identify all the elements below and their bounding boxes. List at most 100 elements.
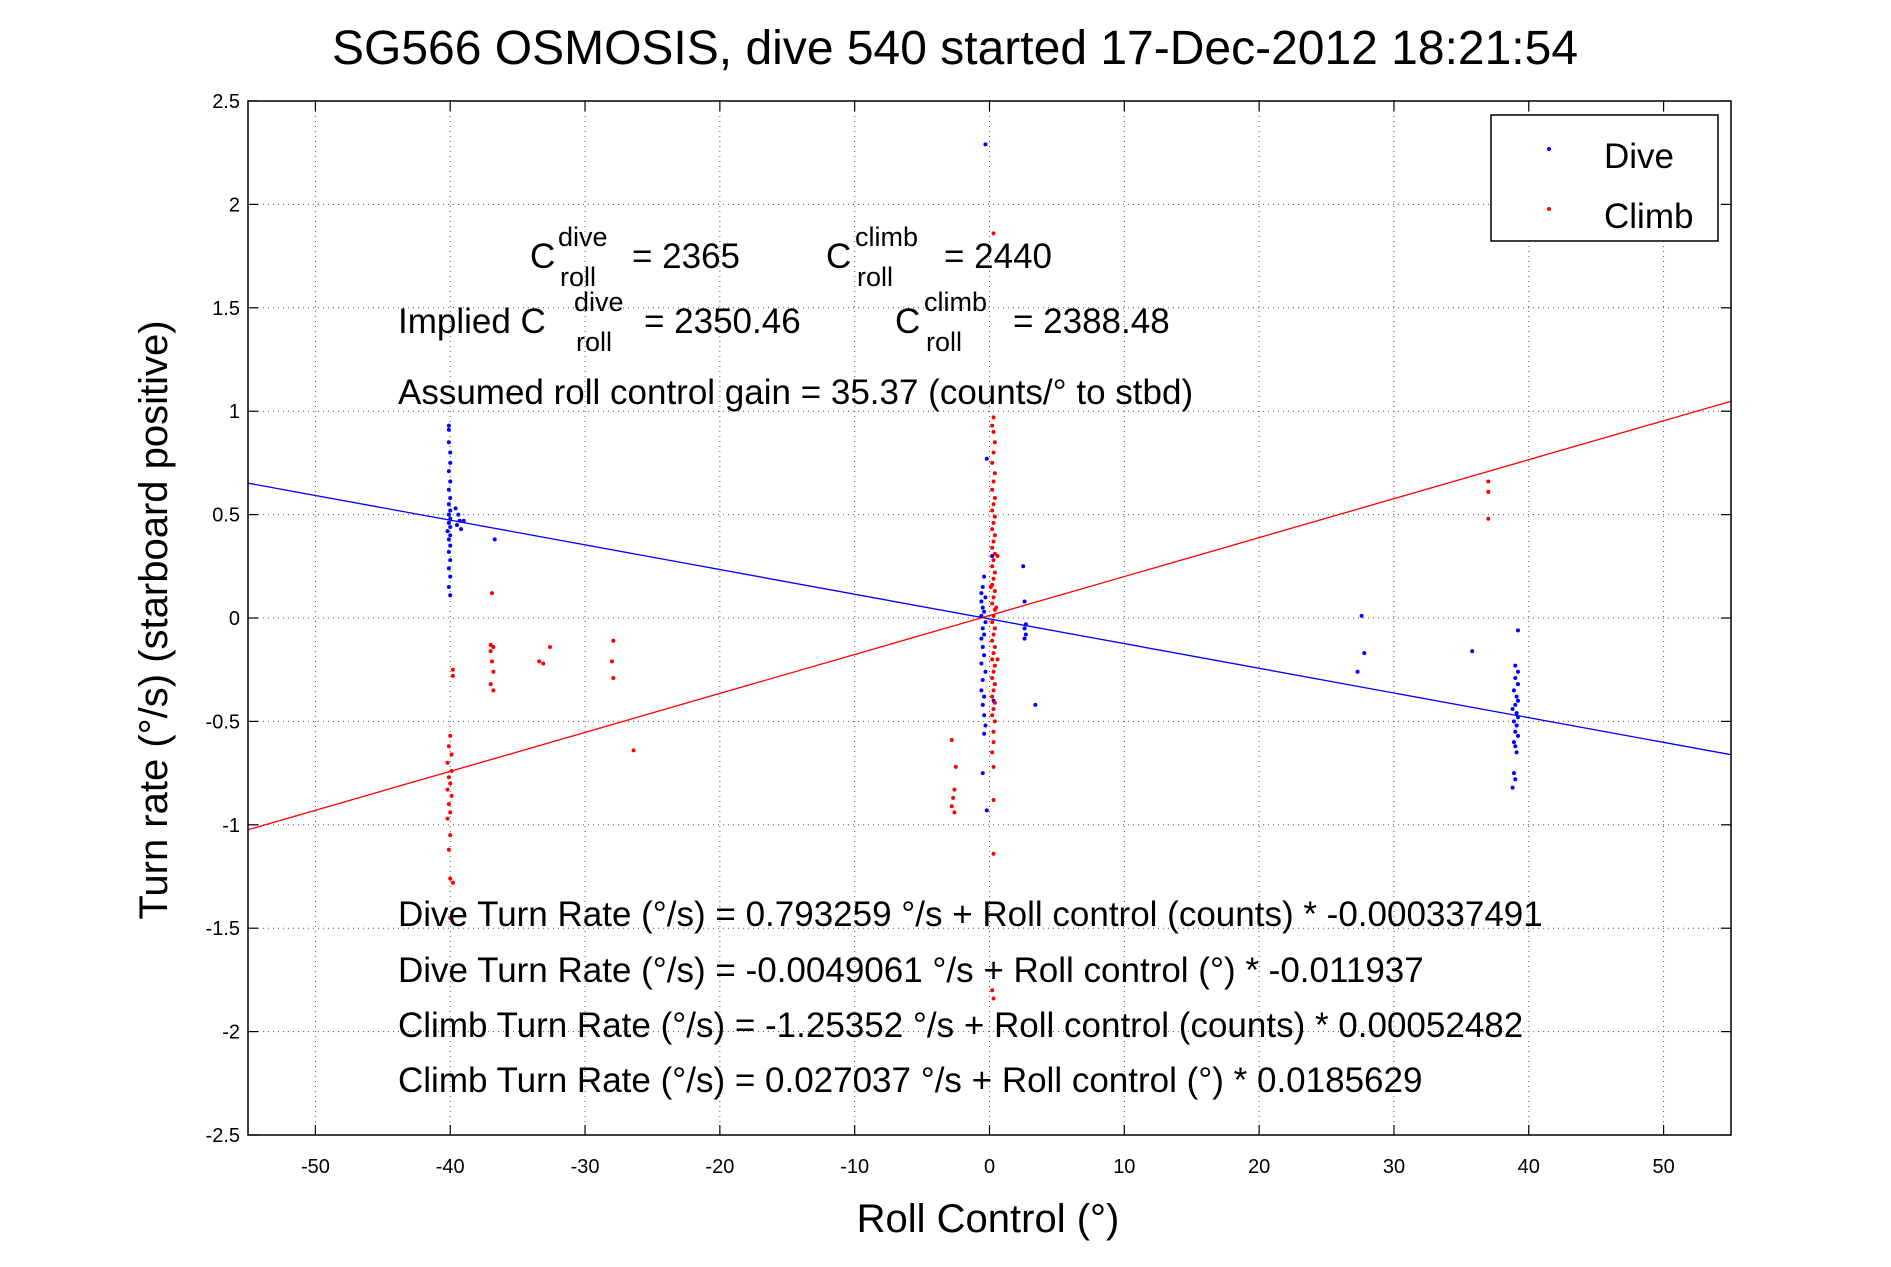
climb-data-point <box>446 847 451 852</box>
climb-fit-equation-counts: Climb Turn Rate (°/s) = -1.25352 °/s + R… <box>398 1006 1523 1045</box>
dive-data-point <box>456 512 461 517</box>
dive-data-point <box>1514 723 1519 728</box>
y-tick-label: -2.5 <box>206 1125 240 1147</box>
dive-data-point <box>457 518 462 523</box>
dive-data-point <box>1515 682 1520 687</box>
climb-data-point <box>990 620 995 625</box>
dive-data-point <box>1515 628 1520 633</box>
dive-data-point <box>446 584 451 589</box>
y-tick-label: -0.5 <box>206 711 240 733</box>
dive-data-point <box>990 553 995 558</box>
dive-data-point <box>979 591 984 596</box>
climb-data-point <box>991 996 996 1001</box>
x-tick-label: -30 <box>571 1156 600 1178</box>
dive-data-point <box>453 506 458 511</box>
dive-data-point <box>1514 750 1519 755</box>
dive-data-point <box>979 613 984 618</box>
y-tick-label: 2 <box>229 194 240 216</box>
climb-data-point <box>450 667 455 672</box>
climb-data-point <box>991 520 996 525</box>
dive-data-point <box>1510 706 1515 711</box>
dive-data-point <box>1022 636 1027 641</box>
climb-data-point <box>547 644 552 649</box>
climb-data-point <box>446 775 451 780</box>
climb-data-point <box>992 626 997 631</box>
climb-data-point <box>990 487 995 492</box>
dive-data-point <box>448 460 453 465</box>
dive-data-point <box>983 669 988 674</box>
c-roll-climb-annotation: C climb roll = 2440 <box>826 222 1052 292</box>
x-tick-label: -20 <box>705 1156 734 1178</box>
climb-data-point <box>991 651 996 656</box>
climb-data-point <box>991 729 996 734</box>
c-roll-dive-annotation: C dive roll = 2365 <box>530 222 740 292</box>
dive-data-point <box>454 522 459 527</box>
legend-box <box>1490 114 1719 242</box>
c-roll-climb-value: = 2440 <box>944 237 1052 276</box>
chart-title: SG566 OSMOSIS, dive 540 started 17-Dec-2… <box>332 22 1578 75</box>
climb-data-point <box>991 502 996 507</box>
climb-data-point <box>445 760 450 765</box>
dive-data-point <box>446 537 451 542</box>
dive-data-point <box>1515 669 1520 674</box>
dive-data-point <box>1513 663 1518 668</box>
c-roll-dive-sup: dive <box>558 222 608 252</box>
climb-data-point <box>991 706 996 711</box>
dive-data-point <box>979 661 984 666</box>
implied-dive-value: = 2350.46 <box>644 302 801 341</box>
x-axis-ticks: -50 -40 -30 -20 -10 0 10 20 30 40 50 <box>301 101 1675 1178</box>
dive-data-point <box>459 527 464 532</box>
dive-data-point <box>445 529 450 534</box>
dive-data-point <box>446 566 451 571</box>
climb-data-point <box>488 649 493 654</box>
roll-gain-annotation: Assumed roll control gain = 35.37 (count… <box>398 373 1193 412</box>
climb-data-point <box>990 460 995 465</box>
dive-data-point <box>979 599 984 604</box>
implied-dive-symbol: Implied C <box>398 302 546 341</box>
x-tick-label: 40 <box>1518 1156 1540 1178</box>
climb-data-point <box>541 661 546 666</box>
dive-data-point <box>492 537 497 542</box>
legend-climb-label: Climb <box>1604 197 1693 236</box>
climb-data-point <box>448 833 453 838</box>
dive-data-point <box>983 620 988 625</box>
climb-data-point <box>990 508 995 513</box>
dive-data-point <box>983 595 988 600</box>
y-tick-label: 1.5 <box>212 298 240 320</box>
x-tick-label: 20 <box>1248 1156 1270 1178</box>
climb-data-point <box>991 797 996 802</box>
dive-data-point <box>982 713 987 718</box>
climb-data-point <box>490 659 495 664</box>
dive-data-point <box>1510 785 1515 790</box>
implied-dive-sup: dive <box>574 287 624 317</box>
climb-data-point <box>990 545 995 550</box>
climb-data-point <box>448 810 453 815</box>
dive-data-point <box>1511 740 1516 745</box>
y-tick-label: 0 <box>229 608 240 630</box>
dive-data-point <box>1513 729 1518 734</box>
climb-data-point <box>995 657 1000 662</box>
y-tick-label: -1.5 <box>206 918 240 940</box>
climb-data-point <box>990 527 995 532</box>
y-tick-label: -2 <box>222 1022 240 1044</box>
climb-data-point <box>991 429 996 434</box>
dive-data-point <box>979 688 984 693</box>
x-tick-label: -50 <box>301 1156 330 1178</box>
climb-data-point <box>448 781 453 786</box>
climb-data-point <box>991 669 996 674</box>
climb-data-point <box>448 876 453 881</box>
dive-data-point <box>983 142 988 147</box>
dive-data-point <box>1515 698 1520 703</box>
climb-data-point <box>990 750 995 755</box>
dive-data-point <box>980 605 985 610</box>
climb-data-point <box>953 764 958 769</box>
climb-data-point <box>445 787 450 792</box>
climb-data-point <box>450 673 455 678</box>
dive-data-point <box>448 525 453 530</box>
climb-data-point <box>992 496 997 501</box>
dive-data-point <box>1515 715 1520 720</box>
climb-data-point <box>449 793 454 798</box>
climb-data-point <box>1486 479 1491 484</box>
climb-data-point <box>992 644 997 649</box>
